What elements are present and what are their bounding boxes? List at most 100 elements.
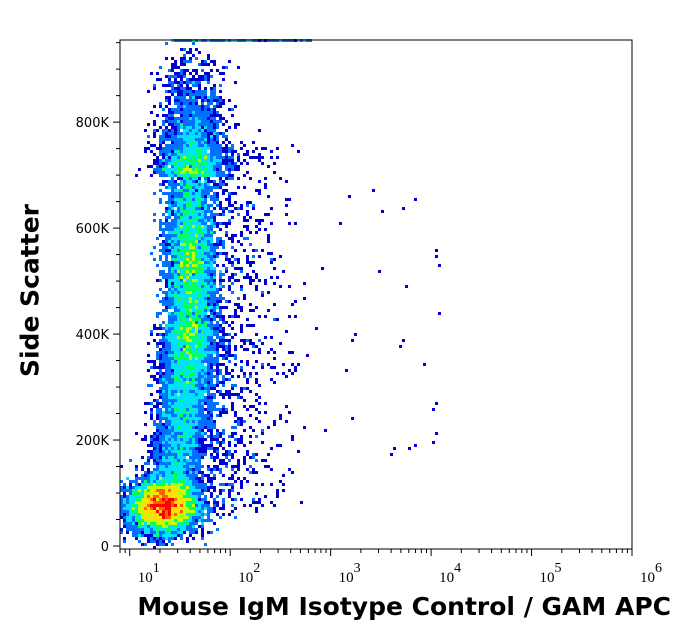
density-point: [132, 528, 135, 531]
density-point: [213, 300, 216, 303]
density-point: [222, 429, 225, 432]
density-point: [186, 282, 189, 285]
density-point: [180, 108, 183, 111]
density-point: [189, 210, 192, 213]
density-point: [171, 519, 174, 522]
density-point: [120, 495, 123, 498]
density-point: [201, 264, 204, 267]
density-point: [177, 471, 180, 474]
density-point: [189, 426, 192, 429]
density-point: [237, 267, 240, 270]
density-point: [150, 540, 153, 543]
density-point: [120, 480, 123, 483]
density-point: [255, 156, 258, 159]
density-point: [153, 474, 156, 477]
density-point: [219, 162, 222, 165]
density-point: [174, 315, 177, 318]
density-point: [207, 111, 210, 114]
density-point: [180, 96, 183, 99]
density-point: [192, 483, 195, 486]
density-point: [228, 168, 231, 171]
density-point: [177, 372, 180, 375]
density-point: [240, 366, 243, 369]
density-point: [174, 450, 177, 453]
density-point: [156, 447, 159, 450]
density-point: [123, 513, 126, 516]
density-point: [195, 345, 198, 348]
density-point: [381, 210, 384, 213]
density-point: [165, 435, 168, 438]
density-point: [180, 381, 183, 384]
density-point: [222, 183, 225, 186]
density-point: [201, 108, 204, 111]
density-point: [195, 78, 198, 81]
density-point: [210, 69, 213, 72]
density-point: [273, 258, 276, 261]
density-point: [165, 501, 168, 504]
density-point: [207, 204, 210, 207]
density-point: [180, 423, 183, 426]
density-point: [168, 318, 171, 321]
density-point: [204, 234, 207, 237]
density-point: [201, 387, 204, 390]
density-point: [189, 528, 192, 531]
density-point: [222, 489, 225, 492]
density-point: [180, 150, 183, 153]
density-point: [186, 513, 189, 516]
density-point: [159, 138, 162, 141]
density-point: [225, 372, 228, 375]
density-point: [198, 342, 201, 345]
density-point: [168, 261, 171, 264]
density-point: [213, 288, 216, 291]
density-point: [186, 288, 189, 291]
density-point: [165, 234, 168, 237]
density-point: [306, 354, 309, 357]
density-point: [174, 393, 177, 396]
density-point: [177, 528, 180, 531]
density-point: [213, 375, 216, 378]
density-point: [195, 453, 198, 456]
density-point: [195, 480, 198, 483]
density-point: [249, 465, 252, 468]
density-point: [255, 273, 258, 276]
density-point: [207, 174, 210, 177]
density-point: [198, 429, 201, 432]
density-point: [207, 153, 210, 156]
density-point: [216, 348, 219, 351]
density-point: [186, 342, 189, 345]
density-point: [234, 450, 237, 453]
density-point: [249, 435, 252, 438]
density-point: [168, 285, 171, 288]
density-point: [189, 168, 192, 171]
density-point: [159, 378, 162, 381]
density-point: [234, 438, 237, 441]
density-point: [222, 498, 225, 501]
density-point: [132, 534, 135, 537]
density-point: [174, 303, 177, 306]
density-point: [201, 192, 204, 195]
density-point: [255, 399, 258, 402]
density-point: [213, 330, 216, 333]
density-point: [249, 390, 252, 393]
density-point: [216, 114, 219, 117]
density-point: [180, 267, 183, 270]
density-point: [225, 348, 228, 351]
density-point: [189, 441, 192, 444]
density-point: [234, 312, 237, 315]
density-point: [135, 507, 138, 510]
density-point: [195, 294, 198, 297]
density-point: [141, 534, 144, 537]
density-point: [180, 201, 183, 204]
density-point: [195, 321, 198, 324]
density-point: [186, 273, 189, 276]
density-point: [174, 87, 177, 90]
density-point: [156, 351, 159, 354]
density-point: [192, 255, 195, 258]
density-point: [192, 528, 195, 531]
density-point: [171, 534, 174, 537]
density-point: [162, 474, 165, 477]
density-point: [168, 471, 171, 474]
density-point: [216, 336, 219, 339]
density-point: [171, 108, 174, 111]
density-point: [153, 435, 156, 438]
